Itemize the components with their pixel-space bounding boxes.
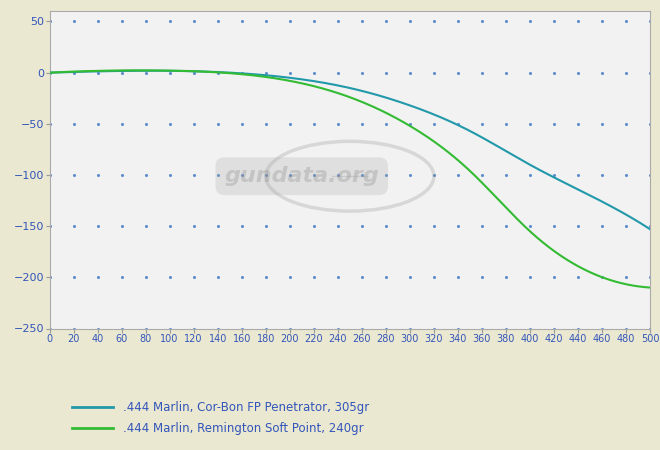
Legend: .444 Marlin, Cor-Bon FP Penetrator, 305gr, .444 Marlin, Remington Soft Point, 24: .444 Marlin, Cor-Bon FP Penetrator, 305g… [72, 401, 369, 435]
Text: gundata.org: gundata.org [224, 166, 379, 186]
